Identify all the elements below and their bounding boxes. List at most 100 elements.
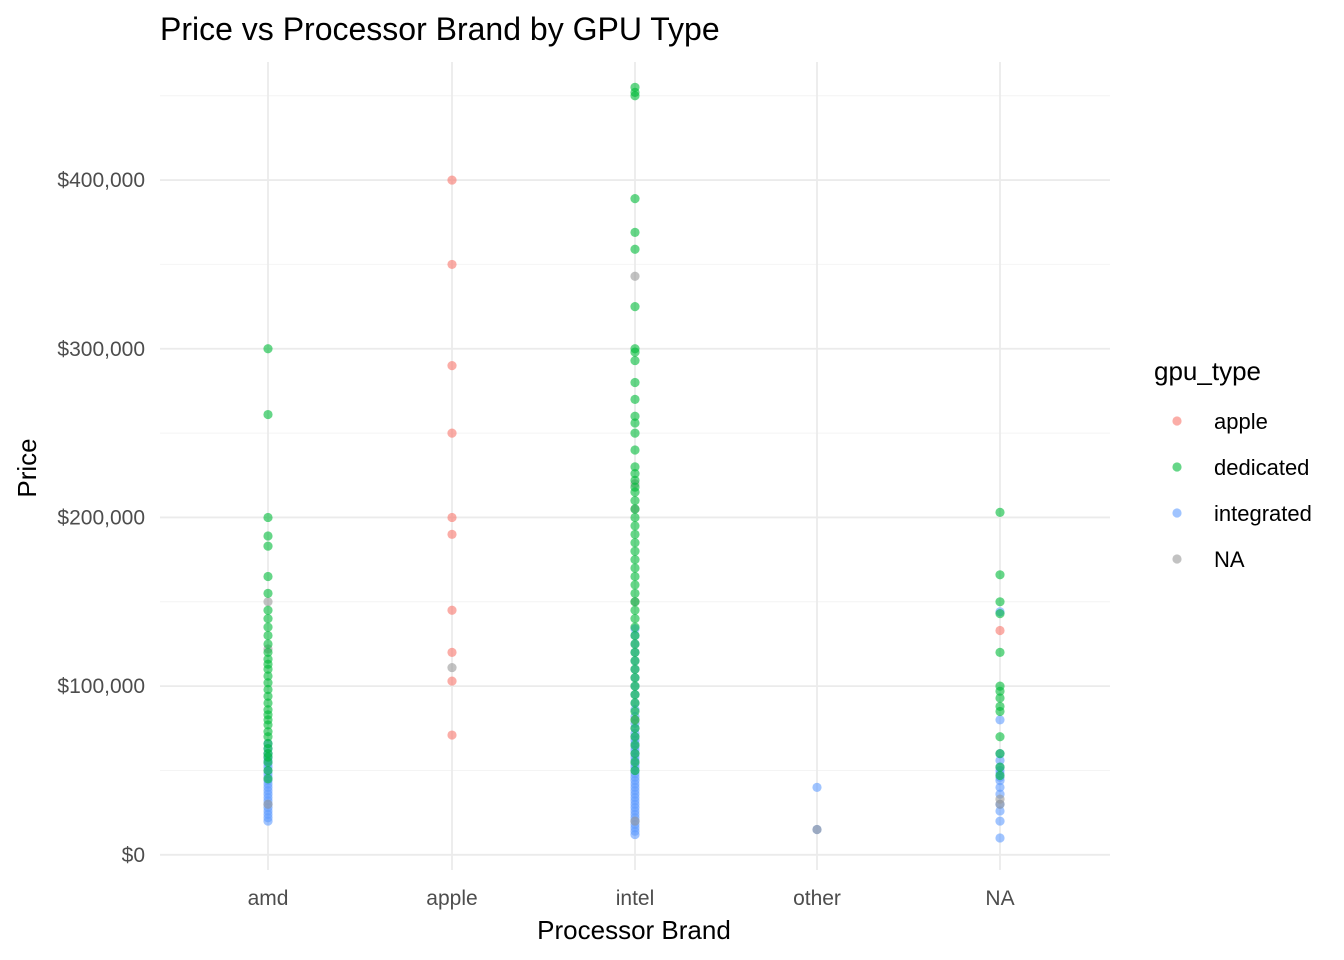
data-point: [263, 571, 273, 582]
data-point: [630, 344, 640, 354]
legend-key: [1172, 462, 1182, 472]
data-point: [995, 597, 1005, 607]
data-point: [263, 671, 273, 681]
data-point: [995, 608, 1005, 619]
y-tick-label: $100,000: [57, 675, 145, 698]
data-point: [812, 824, 822, 835]
data-point: [630, 723, 640, 733]
data-point: [630, 377, 640, 388]
y-tick-label: $200,000: [57, 506, 145, 529]
data-point: [630, 706, 640, 717]
data-point: [263, 622, 273, 632]
data-point: [447, 647, 457, 657]
x-tick-label: apple: [426, 887, 477, 910]
legend: gpu_type apple dedicated integrated NA: [1154, 356, 1312, 572]
data-point: [995, 701, 1005, 711]
data-point: [630, 656, 640, 666]
x-tick-label: NA: [985, 887, 1014, 910]
data-point: [995, 806, 1005, 816]
data-point: [995, 782, 1005, 792]
data-point: [263, 630, 273, 641]
data-point: [995, 833, 1005, 843]
x-tick-label: intel: [616, 887, 655, 910]
data-point: [263, 512, 273, 523]
data-point: [263, 705, 273, 715]
data-point: [630, 664, 640, 674]
data-point: [263, 691, 273, 701]
data-point: [447, 512, 457, 523]
data-point: [263, 614, 273, 624]
data-point: [630, 605, 640, 615]
data-point: [995, 647, 1005, 657]
x-axis-title: Processor Brand: [537, 915, 731, 945]
data-point: [263, 639, 273, 649]
y-tick-label: $0: [122, 844, 145, 867]
data-point: [630, 227, 640, 237]
data-point: [630, 639, 640, 649]
data-point: [630, 301, 640, 312]
data-point: [630, 462, 640, 472]
data-point: [630, 495, 640, 506]
data-point: [447, 662, 457, 673]
data-point: [630, 555, 640, 565]
data-point: [630, 749, 640, 759]
data-point: [630, 563, 640, 573]
data-point: [630, 538, 640, 548]
data-point: [995, 681, 1005, 691]
data-point: [263, 588, 273, 598]
data-point: [630, 630, 640, 641]
data-point: [447, 676, 457, 686]
data-point: [995, 693, 1005, 703]
chart-title: Price vs Processor Brand by GPU Type: [160, 11, 720, 47]
data-point: [263, 541, 273, 551]
data-point: [630, 521, 640, 531]
data-point: [447, 259, 457, 270]
data-point: [630, 740, 640, 750]
legend-label: integrated: [1214, 501, 1312, 526]
legend-key: [1172, 508, 1182, 518]
y-axis-tick-labels: $0 $100,000 $200,000 $300,000 $400,000: [57, 169, 145, 867]
data-point: [630, 468, 640, 479]
data-point: [263, 738, 273, 749]
data-point: [263, 531, 273, 541]
x-axis-tick-labels: amd apple intel other NA: [248, 887, 1015, 910]
data-point: [630, 580, 640, 590]
y-tick-label: $300,000: [57, 338, 145, 361]
data-point: [263, 654, 273, 664]
data-point: [630, 715, 640, 725]
data-point: [630, 614, 640, 624]
legend-key: [1172, 554, 1182, 564]
x-tick-label: other: [793, 887, 841, 910]
data-point: [447, 175, 457, 185]
data-point: [630, 271, 640, 281]
data-point: [995, 770, 1005, 781]
data-point: [630, 244, 640, 254]
data-point: [630, 816, 640, 826]
data-point: [630, 588, 640, 598]
data-point: [630, 445, 640, 455]
data-point: [447, 428, 457, 438]
data-point: [995, 570, 1005, 580]
data-point: [812, 782, 822, 792]
data-point: [630, 512, 640, 523]
data-point: [995, 816, 1005, 826]
data-point: [995, 794, 1005, 804]
data-point: [630, 698, 640, 708]
data-point: [263, 678, 273, 688]
data-point: [263, 409, 273, 420]
data-point: [630, 689, 640, 700]
data-point: [630, 82, 640, 92]
data-point: [263, 727, 273, 737]
data-point: [263, 774, 273, 784]
data-point: [630, 355, 640, 366]
data-point: [447, 730, 457, 740]
data-point: [630, 571, 640, 582]
data-point: [995, 749, 1005, 759]
data-point: [630, 546, 640, 556]
data-point: [447, 529, 457, 539]
data-point: [995, 625, 1005, 636]
data-point: [630, 428, 640, 438]
data-point: [263, 597, 273, 607]
data-points: [263, 82, 1005, 843]
x-tick-label: amd: [248, 887, 289, 910]
